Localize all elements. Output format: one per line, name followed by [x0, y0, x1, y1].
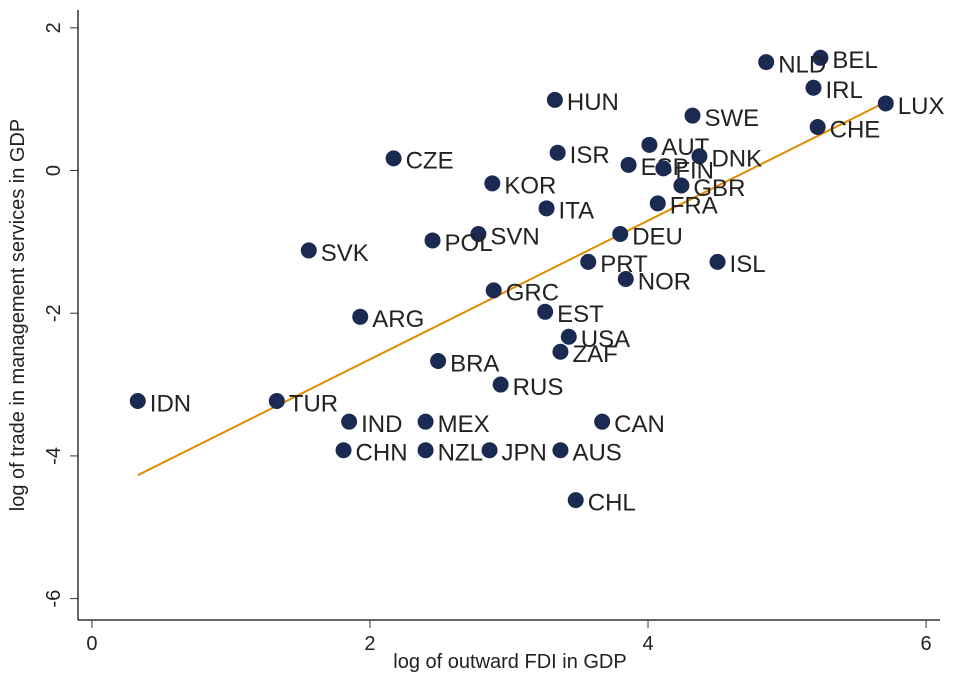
point-label: GBR: [693, 175, 745, 202]
point-label: DNK: [711, 146, 762, 173]
point-label: AUS: [572, 440, 621, 467]
point: [805, 79, 822, 96]
point-label: BRA: [450, 350, 499, 377]
point-label: CHN: [356, 440, 408, 467]
x-axis-label: log of outward FDI in GDP: [393, 651, 626, 673]
point-label: GRC: [506, 280, 559, 307]
y-tick-label: -6: [43, 590, 65, 608]
point-label: SWE: [705, 105, 760, 132]
point-label: ITA: [559, 198, 595, 225]
point-label: HUN: [567, 89, 619, 116]
point: [341, 413, 358, 430]
point-label: CAN: [614, 411, 665, 438]
point: [352, 308, 369, 325]
point-label: ZAF: [572, 341, 617, 368]
point: [684, 107, 701, 124]
point-label: IDN: [150, 390, 191, 417]
point-label: IRL: [825, 77, 862, 104]
point-label: CHL: [588, 489, 636, 516]
point: [537, 303, 554, 320]
point: [546, 91, 563, 108]
point: [552, 343, 569, 360]
point: [484, 175, 501, 192]
point-label: BEL: [832, 47, 877, 74]
point-label: NLD: [778, 51, 826, 78]
point: [470, 226, 487, 243]
point: [617, 270, 634, 287]
x-tick-label: 4: [642, 633, 653, 655]
point-label: TUR: [289, 390, 338, 417]
point-label: CHE: [830, 116, 881, 143]
point-label: ARG: [372, 306, 424, 333]
point: [492, 376, 509, 393]
point: [758, 54, 775, 71]
point-label: NZL: [438, 440, 483, 467]
point: [430, 353, 447, 370]
point: [552, 442, 569, 459]
point: [812, 49, 829, 66]
point: [594, 413, 611, 430]
x-tick-label: 2: [364, 633, 375, 655]
point: [268, 392, 285, 409]
point: [560, 328, 577, 345]
point: [580, 253, 597, 270]
point: [567, 492, 584, 509]
point-label: LUX: [898, 93, 945, 120]
point-label: FRA: [670, 193, 718, 220]
x-tick-label: 0: [86, 633, 97, 655]
point-label: POL: [445, 230, 493, 257]
point-label: ISR: [570, 142, 610, 169]
point-label: RUS: [513, 374, 564, 401]
point-label: MEX: [438, 411, 490, 438]
y-tick-label: -2: [43, 304, 65, 322]
point: [612, 226, 629, 243]
x-tick-label: 6: [921, 633, 932, 655]
point-label: JPN: [502, 440, 547, 467]
point-label: IND: [361, 411, 402, 438]
point-label: SVN: [490, 223, 539, 250]
point: [655, 160, 672, 177]
point: [538, 200, 555, 217]
point: [385, 150, 402, 167]
point: [809, 119, 826, 136]
point: [300, 242, 317, 259]
point: [481, 442, 498, 459]
point: [673, 177, 690, 194]
point: [641, 136, 658, 153]
point: [417, 413, 434, 430]
point-label: EST: [557, 301, 604, 328]
point: [620, 156, 637, 173]
point: [691, 148, 708, 165]
point: [335, 442, 352, 459]
point-label: USA: [581, 326, 630, 353]
point: [709, 253, 726, 270]
point-label: SVK: [321, 240, 369, 267]
point-label: CZE: [406, 148, 454, 175]
y-tick-label: 2: [43, 22, 65, 33]
point: [424, 232, 441, 249]
y-axis-label: log of trade in management services in G…: [7, 119, 29, 511]
point: [485, 282, 502, 299]
y-tick-label: -4: [43, 447, 65, 465]
point: [417, 442, 434, 459]
point: [877, 95, 894, 112]
point-label: DEU: [632, 223, 683, 250]
point: [649, 195, 666, 212]
point-label: KOR: [504, 173, 556, 200]
fit-line: [137, 101, 887, 477]
point-label: ISL: [730, 251, 766, 278]
point-label: NOR: [638, 268, 691, 295]
point: [129, 392, 146, 409]
y-tick-label: 0: [43, 165, 65, 176]
point: [549, 144, 566, 161]
